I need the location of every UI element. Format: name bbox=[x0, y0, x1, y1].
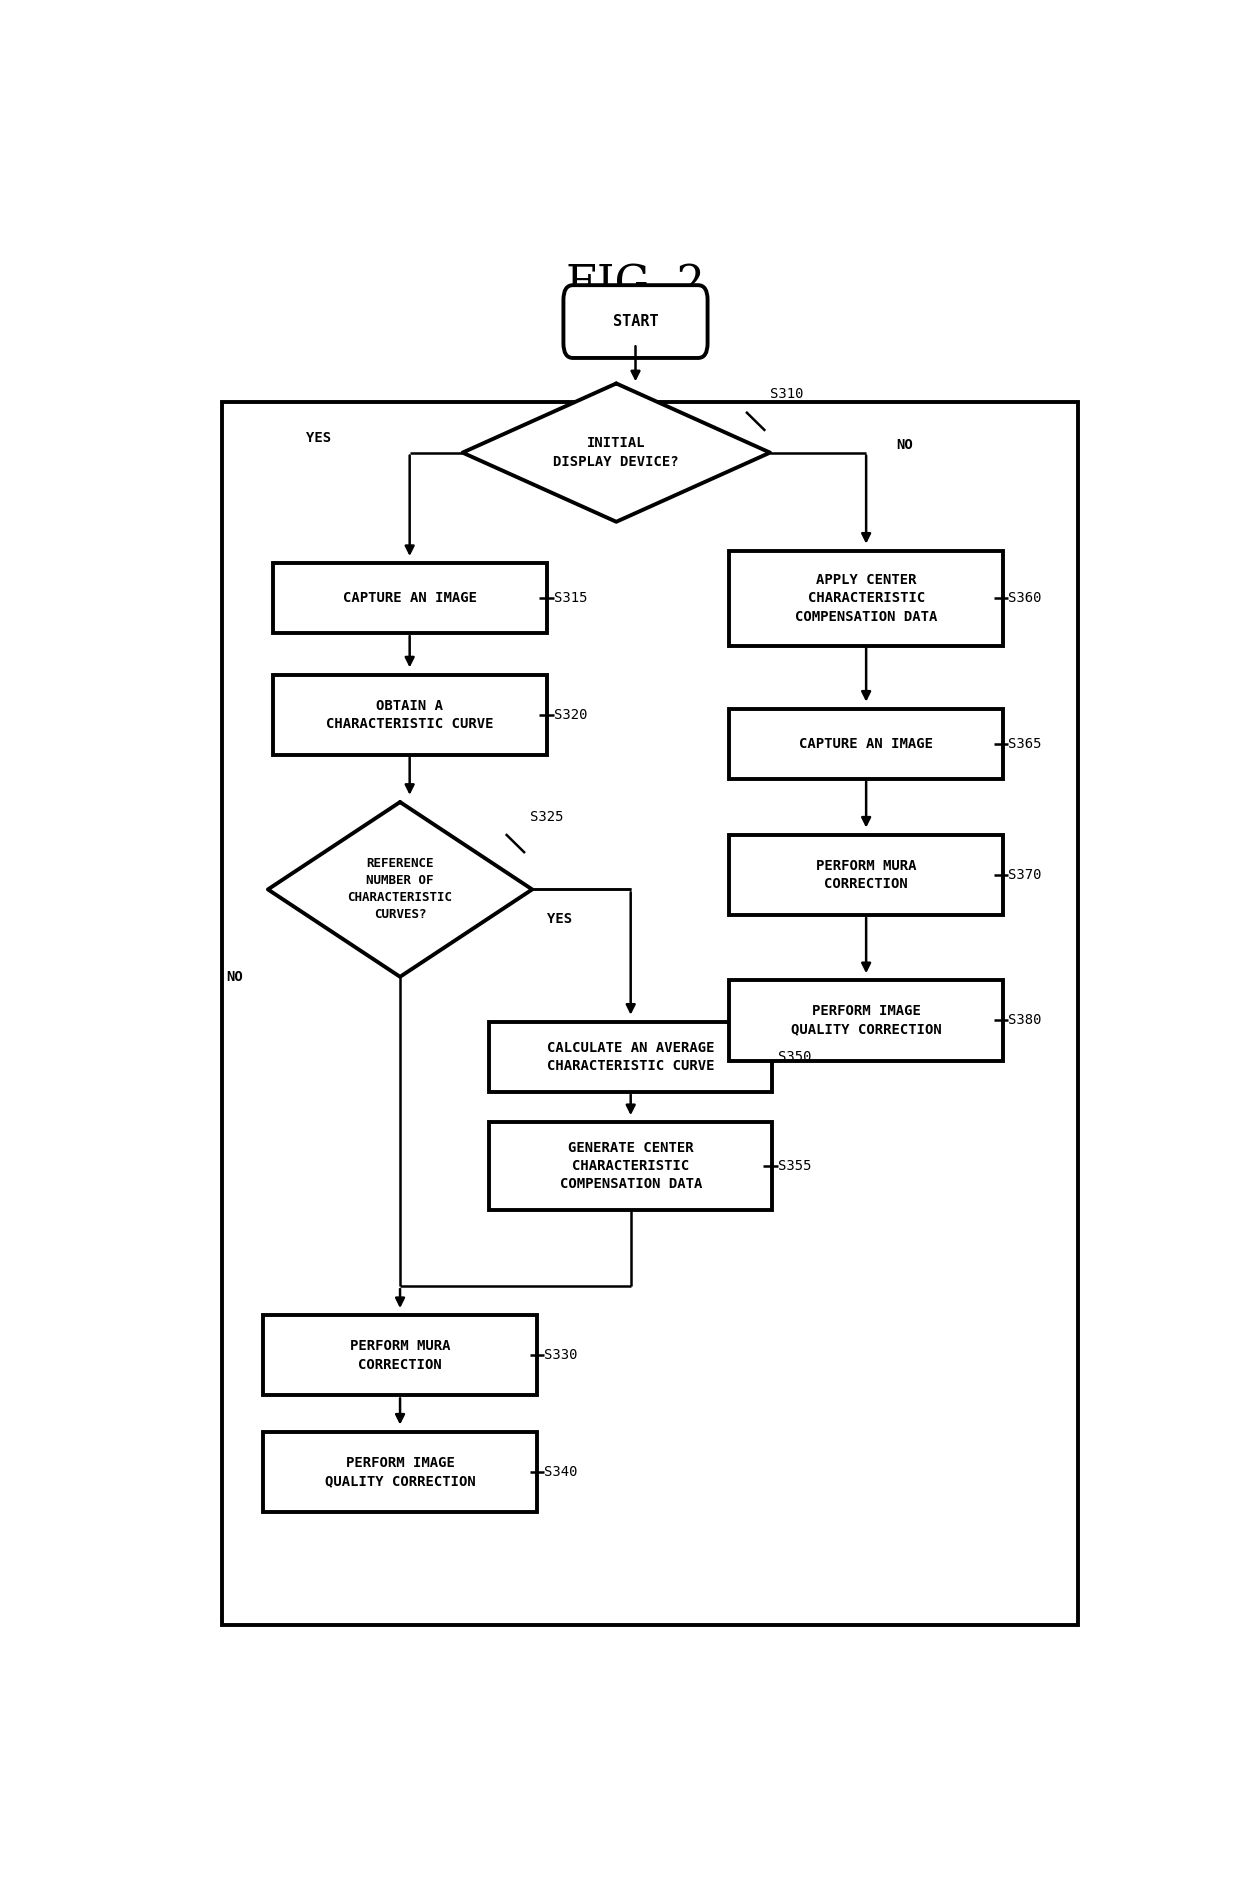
FancyBboxPatch shape bbox=[563, 286, 708, 357]
Text: S370: S370 bbox=[1008, 868, 1042, 881]
Text: REFERENCE
NUMBER OF
CHARACTERISTIC
CURVES?: REFERENCE NUMBER OF CHARACTERISTIC CURVE… bbox=[347, 857, 453, 921]
Text: S330: S330 bbox=[544, 1348, 578, 1362]
Text: FIG. 2: FIG. 2 bbox=[567, 263, 704, 306]
Text: S310: S310 bbox=[770, 388, 804, 401]
Bar bbox=[273, 564, 547, 633]
Text: PERFORM MURA
CORRECTION: PERFORM MURA CORRECTION bbox=[816, 859, 916, 891]
Text: S355: S355 bbox=[777, 1159, 811, 1172]
Text: S365: S365 bbox=[1008, 737, 1042, 751]
Bar bbox=[729, 980, 1003, 1061]
Text: CAPTURE AN IMAGE: CAPTURE AN IMAGE bbox=[799, 737, 934, 751]
Bar bbox=[222, 401, 1078, 1624]
Bar bbox=[263, 1431, 537, 1513]
Bar bbox=[729, 834, 1003, 915]
Text: S380: S380 bbox=[1008, 1014, 1042, 1027]
Text: CALCULATE AN AVERAGE
CHARACTERISTIC CURVE: CALCULATE AN AVERAGE CHARACTERISTIC CURV… bbox=[547, 1040, 714, 1072]
Text: APPLY CENTER
CHARACTERISTIC
COMPENSATION DATA: APPLY CENTER CHARACTERISTIC COMPENSATION… bbox=[795, 573, 937, 624]
Bar bbox=[263, 1316, 537, 1396]
Text: S325: S325 bbox=[529, 809, 563, 824]
Polygon shape bbox=[268, 802, 532, 978]
Text: S350: S350 bbox=[777, 1050, 811, 1065]
Text: S340: S340 bbox=[544, 1466, 578, 1479]
Text: YES: YES bbox=[306, 431, 331, 444]
Text: INITIAL
DISPLAY DEVICE?: INITIAL DISPLAY DEVICE? bbox=[553, 437, 680, 469]
Text: OBTAIN A
CHARACTERISTIC CURVE: OBTAIN A CHARACTERISTIC CURVE bbox=[326, 698, 494, 732]
Text: GENERATE CENTER
CHARACTERISTIC
COMPENSATION DATA: GENERATE CENTER CHARACTERISTIC COMPENSAT… bbox=[559, 1140, 702, 1191]
Text: NO: NO bbox=[897, 439, 913, 452]
Text: S320: S320 bbox=[554, 707, 588, 722]
Text: CAPTURE AN IMAGE: CAPTURE AN IMAGE bbox=[342, 592, 476, 605]
Bar bbox=[489, 1123, 773, 1210]
Text: PERFORM IMAGE
QUALITY CORRECTION: PERFORM IMAGE QUALITY CORRECTION bbox=[325, 1456, 475, 1488]
Bar bbox=[729, 550, 1003, 645]
Text: S315: S315 bbox=[554, 592, 588, 605]
Text: START: START bbox=[613, 314, 658, 329]
Text: NO: NO bbox=[226, 970, 243, 983]
Text: YES: YES bbox=[547, 911, 572, 925]
Bar bbox=[489, 1021, 773, 1091]
Bar bbox=[729, 709, 1003, 779]
Text: PERFORM MURA
CORRECTION: PERFORM MURA CORRECTION bbox=[350, 1339, 450, 1371]
Polygon shape bbox=[463, 384, 770, 522]
Text: S360: S360 bbox=[1008, 592, 1042, 605]
Text: PERFORM IMAGE
QUALITY CORRECTION: PERFORM IMAGE QUALITY CORRECTION bbox=[791, 1004, 941, 1036]
Bar bbox=[273, 675, 547, 755]
